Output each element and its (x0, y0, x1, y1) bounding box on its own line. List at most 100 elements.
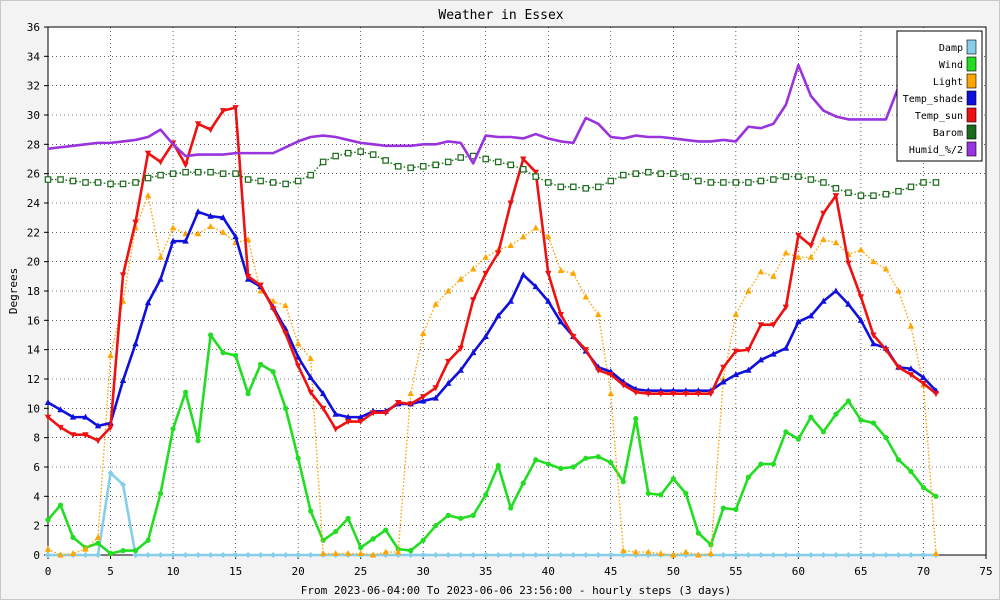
y-axis-label: Degrees (7, 268, 20, 314)
series-barom-point (419, 163, 427, 170)
y-tick-label: 24 (27, 197, 41, 210)
y-tick-label: 30 (27, 109, 40, 122)
x-tick-label: 5 (107, 565, 114, 578)
legend: Damp Wind Light Temp_shade Temp_sun Barom Humi… (896, 30, 983, 162)
series-temp-sun-point (682, 391, 690, 398)
series-wind-point (157, 490, 164, 496)
series-temp-shade-point (132, 340, 139, 347)
series-light-point (445, 287, 452, 294)
series-barom-point (569, 183, 577, 191)
series-temp-shade-point (157, 275, 164, 282)
series-barom-point (907, 183, 915, 191)
series-light-point (294, 340, 302, 347)
series-damp-point (770, 552, 777, 558)
series-light-point (770, 272, 777, 279)
series-wind-point (370, 536, 376, 542)
series-barom-point (407, 164, 414, 172)
series-barom-point (895, 187, 902, 195)
series-barom-point (657, 170, 665, 177)
x-tick-label: 40 (542, 565, 555, 578)
series-wind-point (733, 506, 739, 513)
series-barom-point (182, 168, 189, 176)
series-temp-shade-point (745, 366, 752, 373)
series-wind-point (783, 429, 789, 435)
series-temp-sun-point (632, 389, 640, 396)
legend-swatch (966, 124, 977, 140)
series-damp-point (545, 552, 552, 558)
series-temp-sun-point (394, 399, 402, 406)
series-light-point (882, 265, 890, 272)
series-barom-point (920, 179, 927, 186)
series-wind-point (845, 398, 852, 404)
series-barom-point (82, 179, 89, 186)
series-light-point (695, 551, 702, 558)
series-light-point (169, 224, 177, 231)
series-light-point (732, 310, 740, 317)
series-temp-shade-point (457, 366, 464, 373)
series-barom-point (294, 177, 302, 185)
x-tick-label: 75 (979, 565, 992, 578)
series-barom-point (682, 173, 690, 180)
series-damp-point (595, 552, 602, 558)
series-light-point (820, 236, 827, 243)
series-temp-shade-point (307, 374, 314, 381)
series-temp-sun-point (582, 347, 589, 354)
series-damp-point (445, 552, 452, 558)
series-barom-point (695, 177, 702, 185)
series-wind-point (120, 548, 126, 554)
series-damp-point (157, 552, 164, 558)
series-temp-sun-point (670, 391, 677, 398)
series-temp-shade-point (832, 287, 840, 294)
series-damp-point (907, 552, 914, 558)
legend-swatch (966, 141, 977, 157)
series-temp-shade-point (44, 398, 52, 405)
series-damp-point (520, 552, 527, 558)
series-damp-point (732, 552, 739, 558)
series-damp-point (795, 552, 802, 558)
series-temp-shade-point (357, 413, 364, 420)
series-damp-point (232, 552, 239, 558)
series-temp-sun-point (495, 250, 502, 257)
series-barom-point (319, 158, 327, 166)
series-temp-sun-point (157, 159, 164, 166)
x-tick-label: 20 (292, 565, 305, 578)
series-temp-sun-point (244, 273, 252, 280)
series-light-point (857, 246, 865, 253)
series-temp-shade-point (94, 422, 102, 429)
x-tick-label: 0 (45, 565, 52, 578)
series-temp-sun-point (382, 410, 389, 417)
series-wind-point (558, 465, 564, 472)
series-light-point (107, 352, 114, 359)
series-temp-sun-point (457, 345, 464, 352)
series-damp-point (295, 552, 302, 558)
series-damp-point (120, 481, 127, 488)
y-tick-label: 10 (27, 402, 40, 415)
series-light-point (545, 233, 552, 240)
series-temp-sun-point (745, 347, 752, 354)
series-temp-sun-point (795, 232, 802, 239)
series-light (44, 192, 940, 558)
series-damp-point (95, 552, 102, 558)
series-wind-point (583, 455, 589, 461)
series-temp-shade-point (332, 410, 339, 417)
series-light-point (932, 550, 940, 557)
series-temp-sun-line (47, 106, 937, 442)
y-tick-label: 4 (33, 490, 40, 503)
series-wind-point (795, 436, 802, 442)
series-barom-point (782, 173, 790, 180)
series-barom-point (257, 177, 264, 185)
series-temp-sun-point (357, 419, 364, 426)
series-wind-point (895, 457, 902, 463)
series-light-point (344, 550, 352, 557)
series-temp-shade-line (47, 210, 937, 428)
series-damp-point (207, 552, 214, 558)
series-temp-shade-point (420, 397, 427, 404)
series-temp-sun-point (107, 424, 114, 431)
series-temp-sun-point (207, 127, 214, 134)
series-humid-2 (47, 63, 924, 165)
series-barom-point (282, 180, 289, 188)
series-damp-point (407, 552, 414, 558)
series-wind-point (683, 490, 689, 496)
series-temp-sun-point (257, 282, 264, 289)
series-damp-point (182, 552, 189, 558)
